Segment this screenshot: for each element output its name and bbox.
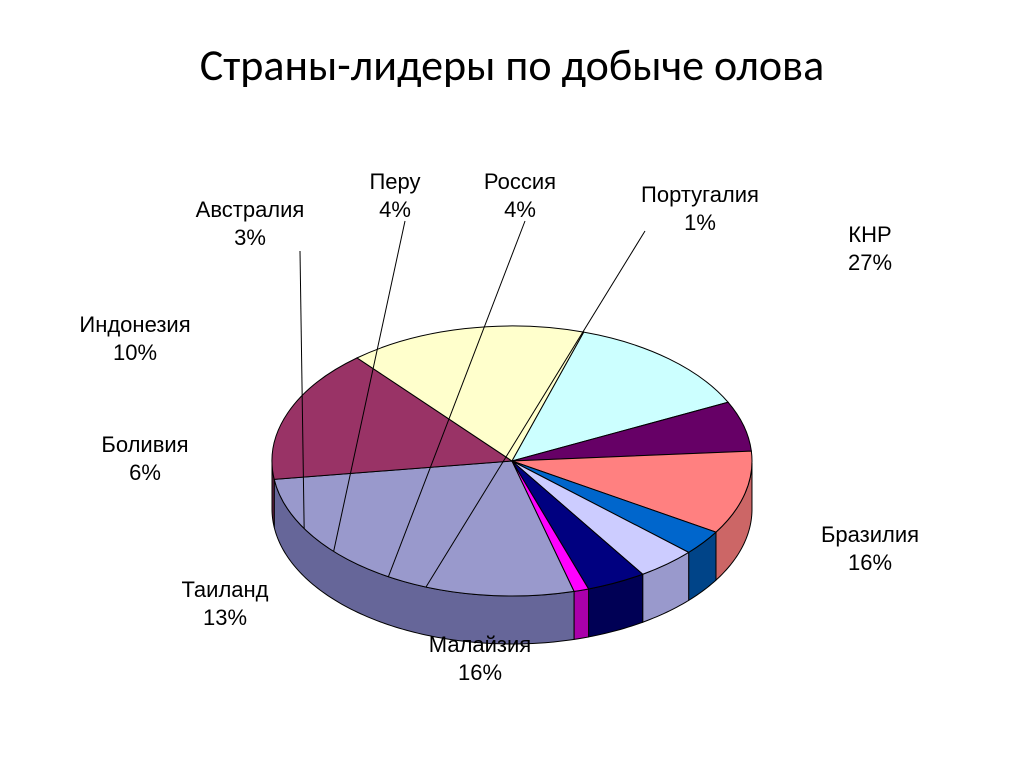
slice-label: КНР27% <box>848 221 892 276</box>
slice-label: Португалия1% <box>641 181 759 236</box>
slice-label: Индонезия10% <box>79 311 190 366</box>
pie-side <box>574 589 588 639</box>
slice-label-pct: 27% <box>848 249 892 277</box>
slice-label-pct: 13% <box>181 604 268 632</box>
slice-label-name: Малайзия <box>429 631 531 659</box>
slice-label-name: Боливия <box>101 431 188 459</box>
slice-label-pct: 16% <box>821 549 919 577</box>
slice-label-pct: 4% <box>369 196 420 224</box>
slice-label: Таиланд13% <box>181 576 268 631</box>
page-title: Страны-лидеры по добыче олова <box>0 38 1024 92</box>
slice-label-name: Перу <box>369 168 420 196</box>
slice-label-name: Таиланд <box>181 576 268 604</box>
slice-label: Боливия6% <box>101 431 188 486</box>
slice-label: Австралия3% <box>196 196 305 251</box>
slice-label-pct: 4% <box>484 196 556 224</box>
slice-label-pct: 1% <box>641 209 759 237</box>
slice-label-name: Россия <box>484 168 556 196</box>
pie-chart: КНР27%Бразилия16%Малайзия16%Таиланд13%Бо… <box>0 121 1024 741</box>
slice-label-pct: 16% <box>429 659 531 687</box>
slice-label-pct: 6% <box>101 459 188 487</box>
slice-label-pct: 10% <box>79 339 190 367</box>
slice-label-name: Бразилия <box>821 521 919 549</box>
slice-label-name: Португалия <box>641 181 759 209</box>
slice-label: Перу4% <box>369 168 420 223</box>
slice-label-name: Австралия <box>196 196 305 224</box>
slice-label: Малайзия16% <box>429 631 531 686</box>
slice-label-name: Индонезия <box>79 311 190 339</box>
slice-label-name: КНР <box>848 221 892 249</box>
slice-label: Бразилия16% <box>821 521 919 576</box>
slice-label-pct: 3% <box>196 224 305 252</box>
slice-label: Россия4% <box>484 168 556 223</box>
